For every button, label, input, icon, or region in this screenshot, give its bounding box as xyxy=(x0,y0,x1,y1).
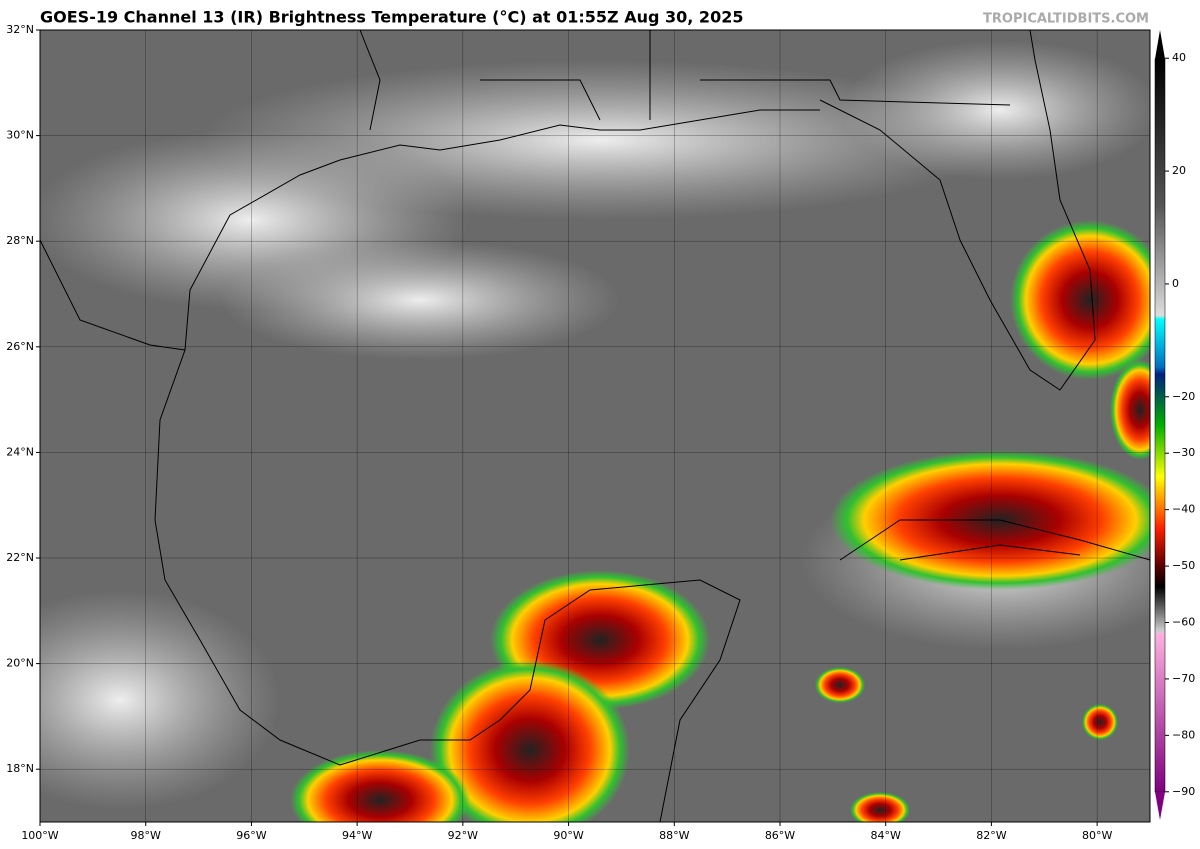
lat-label: 26°N xyxy=(6,340,34,353)
map-frame xyxy=(39,29,1151,823)
map xyxy=(40,30,1150,822)
lon-label: 96°W xyxy=(236,829,266,842)
lat-label: 32°N xyxy=(6,23,34,36)
lat-label: 22°N xyxy=(6,551,34,564)
lon-label: 88°W xyxy=(659,829,689,842)
lon-label: 100°W xyxy=(21,829,58,842)
colorbar-label: 20 xyxy=(1172,164,1186,177)
colorbar-label: 40 xyxy=(1172,51,1186,64)
lat-label: 28°N xyxy=(6,234,34,247)
colorbar-label: −80 xyxy=(1172,728,1195,741)
cloud-field xyxy=(40,40,1150,810)
lat-label: 30°N xyxy=(6,129,34,142)
colorbar-label: −40 xyxy=(1172,503,1195,516)
lon-label: 82°W xyxy=(976,829,1006,842)
colorbar-label: 0 xyxy=(1172,277,1179,290)
colorbar-label: −30 xyxy=(1172,446,1195,459)
lon-label: 80°W xyxy=(1082,829,1112,842)
lon-label: 92°W xyxy=(448,829,478,842)
lon-label: 84°W xyxy=(871,829,901,842)
lon-label: 86°W xyxy=(765,829,795,842)
colorbar xyxy=(1154,58,1166,793)
title: GOES-19 Channel 13 (IR) Brightness Tempe… xyxy=(40,8,743,27)
lat-label: 24°N xyxy=(6,445,34,458)
lat-label: 18°N xyxy=(6,762,34,775)
lon-label: 98°W xyxy=(131,829,161,842)
colorbar-label: −50 xyxy=(1172,559,1195,572)
colorbar-extend-top xyxy=(1155,30,1165,59)
coastline xyxy=(40,30,1150,822)
lon-label: 90°W xyxy=(553,829,583,842)
colorbar-label: −20 xyxy=(1172,390,1195,403)
lon-label: 94°W xyxy=(342,829,372,842)
colorbar-label: −90 xyxy=(1172,785,1195,798)
colorbar-label: −70 xyxy=(1172,672,1195,685)
credit: TROPICALTIDBITS.COM xyxy=(983,12,1149,27)
lat-label: 20°N xyxy=(6,657,34,670)
colorbar-extend-bottom xyxy=(1155,792,1165,820)
colorbar-label: −60 xyxy=(1172,616,1195,629)
